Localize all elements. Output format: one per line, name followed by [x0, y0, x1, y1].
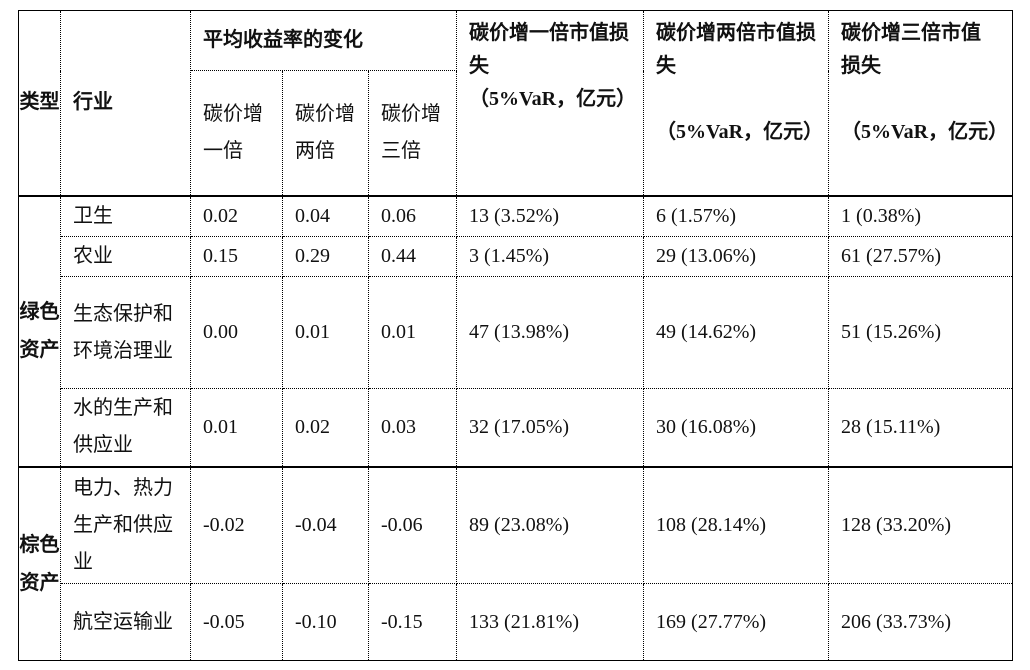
value-cell: 28 (15.11%): [828, 388, 1014, 467]
industry-cell: 农业: [60, 236, 191, 277]
value-cell: 0.04: [282, 194, 369, 237]
header-row: 碳价增一倍 碳价增两倍 碳价增三倍: [19, 70, 1013, 197]
value-cell: 0.06: [367, 194, 458, 237]
value-cell: 51 (15.26%): [828, 276, 1014, 389]
value-cell: 0.29: [282, 236, 369, 277]
value-cell: 3 (1.45%): [456, 236, 645, 277]
header-cell: 碳价增两倍: [282, 70, 369, 197]
industry-cell: 水的生产和供应业: [60, 388, 191, 467]
type-cell: 棕色资产: [18, 465, 61, 661]
header-cell: 碳价增三倍市值损失 （5%VaR，亿元）: [828, 10, 1014, 196]
value-cell: -0.02: [190, 465, 283, 584]
value-cell: 128 (33.20%): [828, 465, 1014, 584]
data-table: 类型 行业 平均收益率的变化 碳价增一倍市值损失 （5%VaR，亿元） 碳价增两…: [18, 10, 1014, 661]
industry-cell: 电力、热力生产和供应业: [60, 465, 191, 584]
table-row: 棕色资产 电力、热力生产和供应业 -0.02 -0.04 -0.06 89 (23.08%…: [18, 465, 1014, 661]
header-cell: 碳价增一倍: [190, 70, 283, 197]
value-cell: -0.10: [282, 583, 369, 661]
value-cell: 0.01: [367, 276, 458, 389]
header-cell: 类型: [18, 10, 61, 196]
value-cell: 30 (16.08%): [643, 388, 830, 467]
table-row: 农业 0.15 0.29 0.44 3 (1.45%) 29 (13.06%) 61 (27…: [19, 236, 1014, 277]
value-cell: 0.02: [282, 388, 369, 467]
value-cell: 6 (1.57%): [643, 194, 830, 237]
value-cell: 89 (23.08%): [456, 465, 645, 584]
value-cell: 1 (0.38%): [828, 194, 1014, 237]
value-cell: -0.04: [282, 465, 369, 584]
value-cell: 0.44: [367, 236, 458, 277]
value-cell: 206 (33.73%): [828, 583, 1014, 661]
value-cell: 0.00: [190, 276, 283, 389]
table-body: 绿色资产 卫生 0.02 0.04 0.06 13 (3.52%) 6 (1.57%) 1 (…: [18, 194, 1014, 661]
table-row: 航空运输业 -0.05 -0.10 -0.15 133 (21.81%) 169 (27.…: [19, 583, 1014, 661]
industry-cell: 生态保护和环境治理业: [60, 276, 191, 389]
industry-cell: 卫生: [60, 194, 191, 237]
header-cell: 碳价增三倍: [367, 70, 458, 197]
value-cell: -0.06: [367, 465, 458, 584]
value-cell: 0.01: [282, 276, 369, 389]
header-cell: 行业: [60, 10, 191, 196]
table-row: 生态保护和环境治理业 0.00 0.01 0.01 47 (13.98%) 49 (14.…: [19, 276, 1014, 389]
value-cell: 0.15: [190, 236, 283, 277]
value-cell: 0.03: [367, 388, 458, 467]
value-cell: 61 (27.57%): [828, 236, 1014, 277]
industry-cell: 航空运输业: [60, 583, 191, 661]
value-cell: 0.01: [190, 388, 283, 467]
value-cell: 29 (13.06%): [643, 236, 830, 277]
value-cell: 13 (3.52%): [456, 194, 645, 237]
value-cell: 108 (28.14%): [643, 465, 830, 584]
header-cell: 平均收益率的变化: [189, 10, 458, 71]
value-cell: -0.05: [190, 583, 283, 661]
value-cell: 133 (21.81%): [456, 583, 645, 661]
value-cell: -0.15: [367, 583, 458, 661]
value-cell: 49 (14.62%): [643, 276, 830, 389]
value-cell: 32 (17.05%): [456, 388, 645, 467]
type-cell: 绿色资产: [18, 194, 61, 467]
table-row: 绿色资产 卫生 0.02 0.04 0.06 13 (3.52%) 6 (1.57%) 1 (…: [18, 194, 1014, 467]
table-row: 水的生产和供应业 0.01 0.02 0.03 32 (17.05%) 30 (16.08…: [19, 388, 1014, 467]
header-row: 类型 行业 平均收益率的变化 碳价增一倍市值损失 （5%VaR，亿元） 碳价增两…: [18, 10, 1014, 196]
header-cell: 碳价增两倍市值损失 （5%VaR，亿元）: [643, 10, 830, 196]
value-cell: 0.02: [190, 194, 283, 237]
value-cell: 169 (27.77%): [643, 583, 830, 661]
header-cell: 碳价增一倍市值损失 （5%VaR，亿元）: [456, 10, 645, 196]
value-cell: 47 (13.98%): [456, 276, 645, 389]
